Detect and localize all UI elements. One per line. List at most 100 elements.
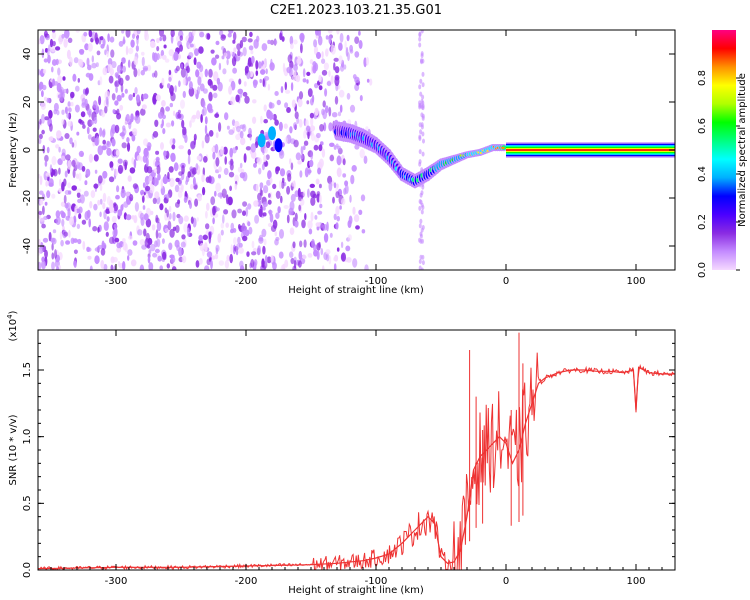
noise-speckle — [119, 104, 124, 111]
noise-speckle — [120, 188, 126, 199]
noise-speckle — [52, 168, 58, 177]
noise-speckle — [346, 92, 351, 100]
noise-speckle — [115, 194, 120, 200]
noise-speckle — [363, 155, 368, 164]
noise-speckle — [283, 123, 288, 129]
noise-speckle — [41, 113, 45, 124]
noise-speckle — [55, 216, 61, 226]
x-tick-label: -200 — [235, 276, 258, 287]
noise-speckle — [199, 242, 205, 252]
noise-speckle — [307, 130, 310, 140]
noise-speckle — [259, 234, 263, 240]
noise-speckle — [83, 190, 89, 197]
noise-speckle — [222, 214, 225, 224]
noise-speckle — [339, 32, 344, 43]
noise-speckle — [106, 195, 111, 206]
noise-speckle — [331, 112, 338, 118]
noise-speckle — [333, 62, 336, 71]
noise-speckle — [102, 38, 106, 47]
noise-speckle — [146, 64, 152, 72]
noise-speckle — [159, 203, 164, 211]
noise-speckle — [102, 192, 107, 203]
noise-speckle — [147, 255, 151, 264]
noise-speckle — [309, 159, 314, 168]
noise-speckle — [293, 259, 297, 269]
noise-speckle — [117, 261, 121, 266]
snr-multiplier-exponent: 4 — [6, 314, 14, 319]
noise-speckle — [162, 128, 166, 135]
noise-speckle — [341, 252, 346, 262]
noise-speckle — [418, 36, 422, 42]
noise-speckle — [421, 71, 425, 77]
noise-speckle — [170, 92, 176, 102]
noise-speckle — [311, 238, 315, 249]
noise-speckle — [306, 100, 310, 105]
noise-speckle — [242, 91, 248, 97]
noise-speckle — [189, 201, 192, 209]
noise-speckle — [142, 195, 145, 203]
noise-speckle — [149, 183, 155, 194]
noise-speckle — [284, 136, 289, 145]
noise-speckle — [310, 116, 314, 127]
noise-speckle — [97, 199, 101, 206]
noise-speckle — [110, 128, 114, 138]
noise-speckle — [218, 122, 222, 132]
noise-speckle — [421, 131, 425, 137]
noise-speckle — [263, 119, 269, 124]
noise-speckle — [80, 152, 84, 157]
noise-speckle — [418, 134, 422, 140]
noise-speckle — [316, 250, 320, 260]
noise-speckle — [335, 205, 340, 216]
noise-speckle — [187, 171, 191, 178]
noise-speckle — [105, 208, 110, 214]
noise-speckle — [63, 194, 67, 204]
noise-speckle — [39, 35, 45, 45]
noise-speckle — [196, 110, 201, 120]
noise-speckle — [129, 194, 134, 202]
noise-speckle — [205, 32, 211, 40]
y-tick-label: 1.5 — [22, 362, 33, 378]
noise-speckle — [358, 209, 363, 215]
noise-speckle — [58, 146, 61, 153]
noise-speckle — [162, 251, 167, 260]
noise-speckle — [420, 58, 423, 64]
noise-speckle — [255, 70, 259, 76]
colorbar-tick-label: 0.4 — [697, 166, 708, 182]
noise-speckle — [255, 60, 259, 70]
noise-speckle — [165, 106, 171, 112]
noise-speckle — [154, 119, 159, 128]
noise-speckle — [275, 190, 281, 199]
noise-speckle — [153, 168, 158, 173]
snr-series-line — [38, 366, 675, 570]
noise-speckle — [160, 142, 164, 150]
y-tick-label: 20 — [22, 96, 33, 109]
noise-speckle — [52, 229, 57, 234]
colorbar-tick-label: 0.2 — [697, 214, 708, 230]
noise-speckle — [306, 79, 309, 84]
noise-speckle — [145, 185, 151, 192]
noise-speckle — [92, 226, 98, 232]
noise-speckle — [319, 124, 325, 132]
noise-speckle — [48, 109, 53, 119]
noise-speckle — [93, 183, 99, 189]
noise-speckle — [124, 120, 128, 126]
noise-speckle — [222, 68, 227, 75]
noise-speckle — [212, 84, 218, 91]
noise-speckle — [178, 187, 184, 193]
noise-speckle — [340, 241, 344, 248]
noise-speckle — [355, 225, 360, 230]
noise-speckle — [143, 228, 147, 237]
noise-speckle — [82, 240, 86, 250]
noise-speckle — [199, 31, 205, 38]
noise-speckle — [43, 216, 48, 220]
noise-speckle — [334, 66, 340, 74]
noise-speckle — [297, 187, 301, 198]
noise-speckle — [166, 209, 169, 218]
noise-speckle — [237, 49, 241, 57]
noise-speckle — [122, 128, 127, 136]
noise-speckle — [188, 87, 195, 97]
noise-speckle — [210, 259, 213, 270]
noise-speckle — [293, 122, 298, 130]
